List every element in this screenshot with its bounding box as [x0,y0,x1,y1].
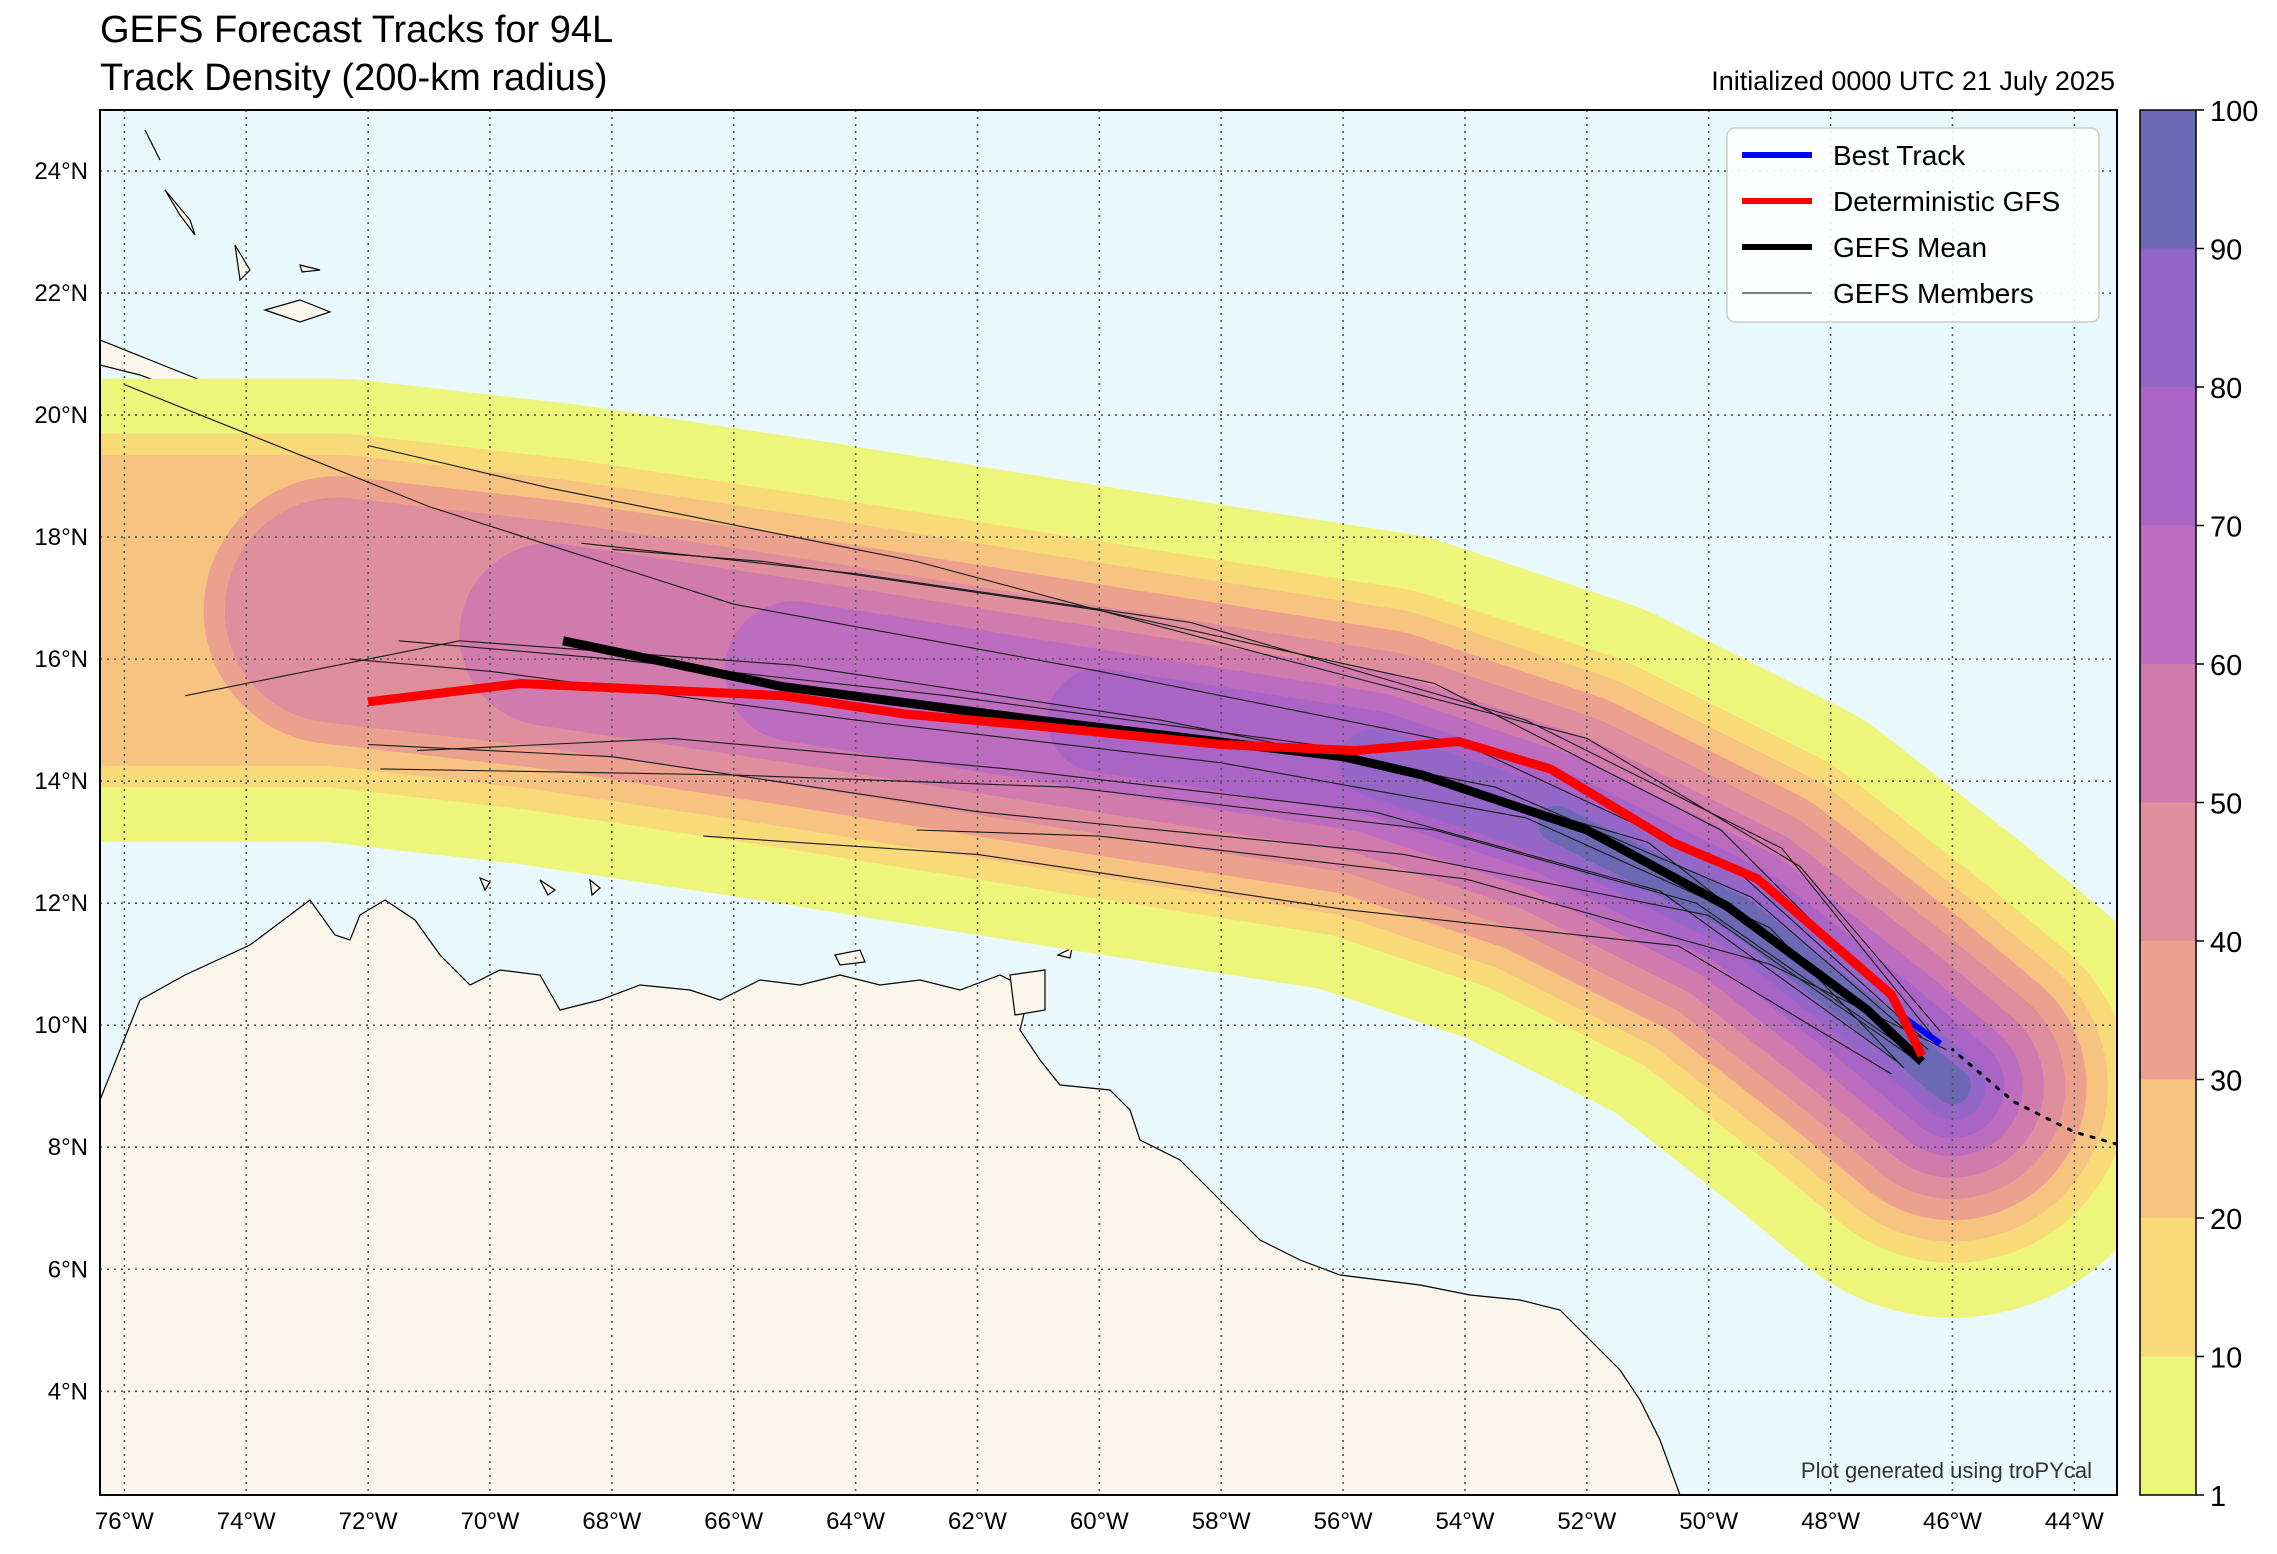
colorbar-segment [2140,387,2196,526]
legend-box [1726,127,2100,323]
x-tick-label: 52°W [1557,1508,1616,1535]
y-tick-label: 18°N [34,524,88,551]
trinidad-island [1009,969,1046,1016]
y-tick-label: 14°N [34,768,88,795]
colorbar-tick-label: 100 [2210,96,2258,128]
x-tick-label: 56°W [1314,1508,1373,1535]
south-america-landmass [100,899,1681,1495]
margarita-island [834,949,866,966]
x-tick-label: 60°W [1070,1508,1129,1535]
colorbar-tick-label: 50 [2210,789,2242,821]
bahamas-island [144,129,161,161]
main-tracks [367,636,2117,1146]
colorbar-tick-label: 70 [2210,512,2242,544]
gefs-member-track [398,640,1905,1044]
chart-subtitle: Track Density (200-km radius) [100,57,608,99]
tobago-island [1056,946,1073,959]
latitude-tick-labels: 4°N 6°N 8°N 10°N 12°N 14°N 16°N 18°N 20°N 22°N 24°… [34,158,88,1405]
x-tick-label: 66°W [704,1508,763,1535]
gefs-member-track [367,445,1941,1032]
colorbar-tick-label: 80 [2210,373,2242,405]
x-tick-label: 48°W [1801,1508,1860,1535]
colorbar-tick-label: 60 [2210,650,2242,682]
gefs-mean-track [562,636,1926,1066]
colorbar-tick-label: 40 [2210,927,2242,959]
x-tick-label: 62°W [948,1508,1007,1535]
colorbar-tick-label: 10 [2210,1343,2242,1375]
colorbar-tick-label: 90 [2210,235,2242,267]
colorbar-tick-label: 30 [2210,1066,2242,1098]
jamaica-island [262,299,332,323]
y-tick-label: 22°N [34,280,88,307]
legend-label: GEFS Members [1833,278,2034,309]
chart-title: GEFS Forecast Tracks for 94L [100,9,614,51]
x-tick-label: 76°W [95,1508,154,1535]
colorbar-segment [2140,110,2196,249]
gefs-member-track [611,548,1923,1032]
credit-text: Plot generated using troPYcal [1801,1458,2092,1483]
colorbar: 1 10 20 30 40 50 60 70 80 90 100 [2139,96,2258,1513]
abc-island [539,879,557,896]
x-tick-label: 64°W [826,1508,885,1535]
y-tick-label: 10°N [34,1012,88,1039]
gefs-member-track [185,640,1929,1051]
y-tick-label: 6°N [48,1256,88,1283]
gefs-member-track [916,829,1947,1051]
x-tick-label: 50°W [1679,1508,1738,1535]
y-tick-label: 24°N [34,158,88,185]
colorbar-segment [2140,525,2196,664]
abc-island [478,876,491,892]
initialized-time: Initialized 0000 UTC 21 July 2025 [1711,66,2115,96]
y-tick-label: 16°N [34,646,88,673]
gefs-member-track [368,743,1911,1057]
colorbar-segment [2140,1079,2196,1218]
x-tick-label: 58°W [1192,1508,1251,1535]
colorbar-segment [2140,248,2196,387]
legend: Best Track Deterministic GFS GEFS Mean GEFS… [1726,127,2100,323]
colorbar-tick-label: 20 [2210,1204,2242,1236]
colorbar-tick-label: 1 [2210,1481,2226,1513]
gefs-member-track [380,768,1917,1057]
legend-label: Best Track [1833,140,1966,171]
x-tick-label: 74°W [217,1508,276,1535]
x-tick-label: 44°W [2045,1508,2104,1535]
y-tick-label: 8°N [48,1134,88,1161]
longitude-tick-labels: 76°W 74°W 72°W 70°W 68°W 66°W 64°W 62°W 60°W 58°W… [95,1508,2104,1535]
gefs-member-track [703,835,1892,1075]
gefs-member-track [416,737,1898,1063]
y-tick-label: 4°N [48,1378,88,1405]
x-tick-label: 54°W [1436,1508,1495,1535]
x-tick-label: 72°W [339,1508,398,1535]
colorbar-segment [2140,802,2196,941]
x-tick-label: 68°W [582,1508,641,1535]
abc-island [589,878,601,897]
bahamas-island [164,189,196,236]
colorbar-segment [2140,664,2196,803]
gefs-member-track [349,658,1905,1069]
bahamas-island [299,264,321,273]
colorbar-segment [2140,1218,2196,1357]
legend-label: Deterministic GFS [1833,186,2060,217]
colorbar-segment [2140,941,2196,1080]
y-tick-label: 20°N [34,402,88,429]
x-tick-label: 70°W [461,1508,520,1535]
legend-label: GEFS Mean [1833,232,1987,263]
x-tick-label: 46°W [1923,1508,1982,1535]
deterministic-gfs-track [367,679,1927,1058]
y-tick-label: 12°N [34,890,88,917]
colorbar-segment [2140,1356,2196,1495]
map-frame [99,109,2118,1496]
